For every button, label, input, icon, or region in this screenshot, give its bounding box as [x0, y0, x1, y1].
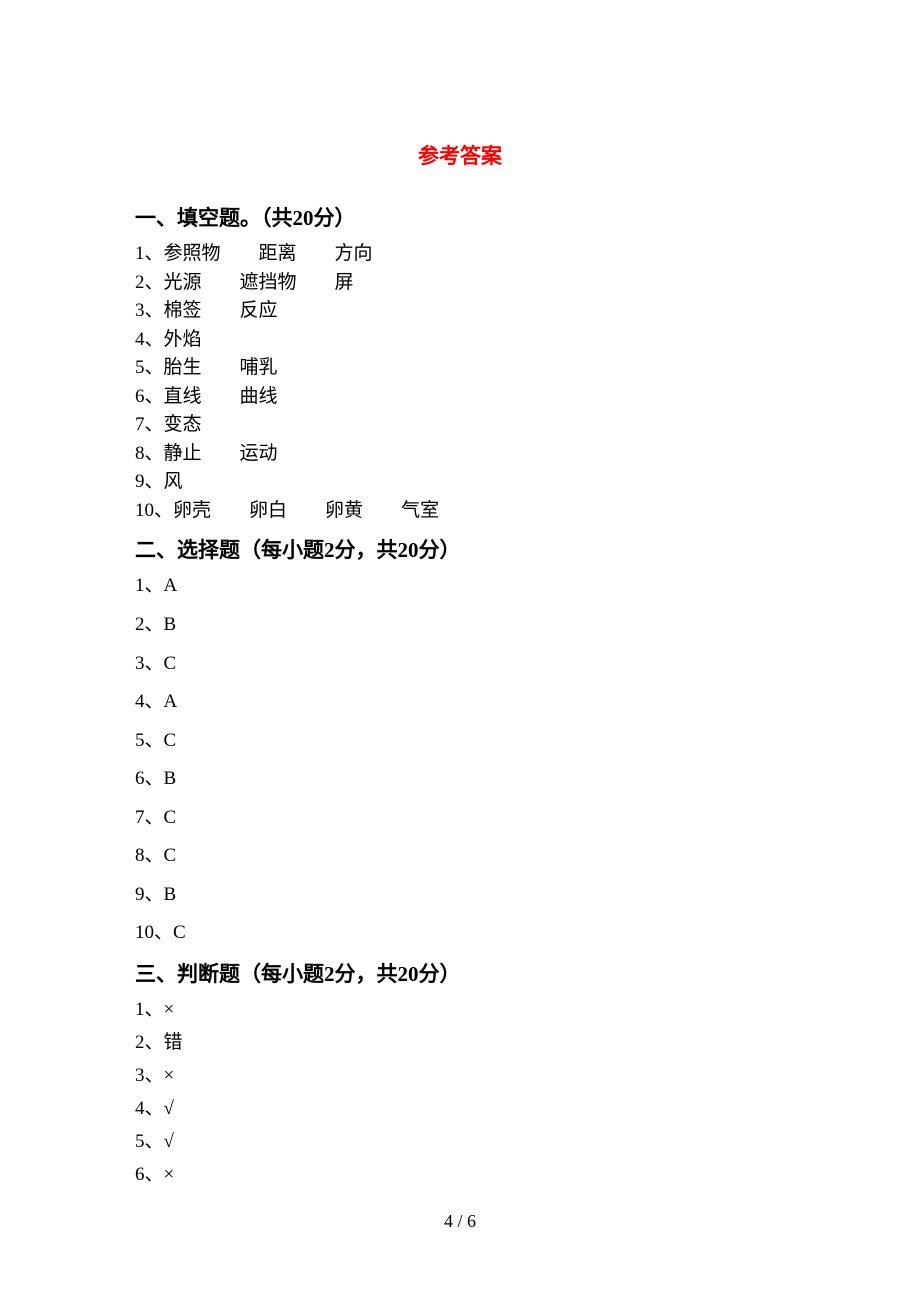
answer-part: 哺乳: [240, 357, 278, 378]
section3-answers: 1、× 2、错 3、× 4、√ 5、√ 6、×: [135, 996, 785, 1189]
judge-answer-line: 3、×: [135, 1062, 785, 1090]
choice-answer-line: 9、B: [135, 881, 785, 909]
answer-number: 7、: [135, 414, 164, 435]
judge-answer-line: 6、×: [135, 1161, 785, 1189]
answer-number: 10、: [135, 500, 173, 521]
answer-number: 4、: [135, 329, 164, 350]
answer-number: 2、: [135, 272, 164, 293]
answer-part: 风: [164, 471, 183, 492]
section2-header: 二、选择题（每小题2分，共20分）: [135, 534, 785, 564]
section2-answers: 1、A 2、B 3、C 4、A 5、C 6、B 7、C 8、C 9、B 10、C: [135, 572, 785, 946]
page-number: 4 / 6: [0, 1211, 920, 1232]
page-content: 参考答案 一、填空题。（共20分） 1、参照物 距离 方向 2、光源 遮挡物 屏 3、棉签 反…: [0, 0, 920, 1189]
answer-part: 遮挡物: [240, 272, 297, 293]
choice-answer-line: 2、B: [135, 611, 785, 639]
judge-answer-line: 1、×: [135, 996, 785, 1024]
choice-answer-line: 5、C: [135, 727, 785, 755]
answer-part: 静止: [164, 443, 202, 464]
answer-number: 8、: [135, 443, 164, 464]
fill-answer-line: 8、静止 运动: [135, 440, 785, 468]
choice-answer-line: 10、C: [135, 919, 785, 947]
fill-answer-line: 2、光源 遮挡物 屏: [135, 269, 785, 297]
judge-answer-line: 5、√: [135, 1128, 785, 1156]
choice-answer-line: 8、C: [135, 842, 785, 870]
choice-answer-line: 7、C: [135, 804, 785, 832]
fill-answer-line: 1、参照物 距离 方向: [135, 240, 785, 268]
page-title: 参考答案: [135, 140, 785, 170]
choice-answer-line: 4、A: [135, 688, 785, 716]
answer-number: 6、: [135, 386, 164, 407]
answer-part: 距离: [259, 243, 297, 264]
answer-number: 3、: [135, 300, 164, 321]
answer-part: 变态: [164, 414, 202, 435]
answer-number: 9、: [135, 471, 164, 492]
judge-answer-line: 4、√: [135, 1095, 785, 1123]
judge-answer-line: 2、错: [135, 1029, 785, 1057]
fill-answer-line: 9、风: [135, 468, 785, 496]
answer-part: 参照物: [164, 243, 221, 264]
answer-part: 直线: [164, 386, 202, 407]
answer-part: 光源: [164, 272, 202, 293]
answer-part: 反应: [240, 300, 278, 321]
fill-answer-line: 5、胎生 哺乳: [135, 354, 785, 382]
answer-number: 1、: [135, 243, 164, 264]
answer-part: 外焰: [164, 329, 202, 350]
fill-answer-line: 10、卵壳 卵白 卵黄 气室: [135, 497, 785, 525]
answer-part: 卵壳: [173, 500, 211, 521]
answer-part: 卵白: [249, 500, 287, 521]
fill-answer-line: 3、棉签 反应: [135, 297, 785, 325]
choice-answer-line: 3、C: [135, 650, 785, 678]
choice-answer-line: 1、A: [135, 572, 785, 600]
answer-part: 屏: [335, 272, 354, 293]
fill-answer-line: 7、变态: [135, 411, 785, 439]
answer-part: 气室: [401, 500, 439, 521]
answer-part: 胎生: [164, 357, 202, 378]
answer-part: 曲线: [240, 386, 278, 407]
section3-header: 三、判断题（每小题2分，共20分）: [135, 958, 785, 988]
choice-answer-line: 6、B: [135, 765, 785, 793]
section1-header: 一、填空题。（共20分）: [135, 202, 785, 232]
answer-number: 5、: [135, 357, 164, 378]
fill-answer-line: 6、直线 曲线: [135, 383, 785, 411]
answer-part: 方向: [335, 243, 373, 264]
answer-part: 卵黄: [325, 500, 363, 521]
answer-part: 运动: [240, 443, 278, 464]
answer-part: 棉签: [164, 300, 202, 321]
fill-answer-line: 4、外焰: [135, 326, 785, 354]
section1-answers: 1、参照物距离方向2、光源遮挡物屏3、棉签反应4、外焰5、胎生哺乳6、直线曲线7…: [135, 240, 785, 524]
